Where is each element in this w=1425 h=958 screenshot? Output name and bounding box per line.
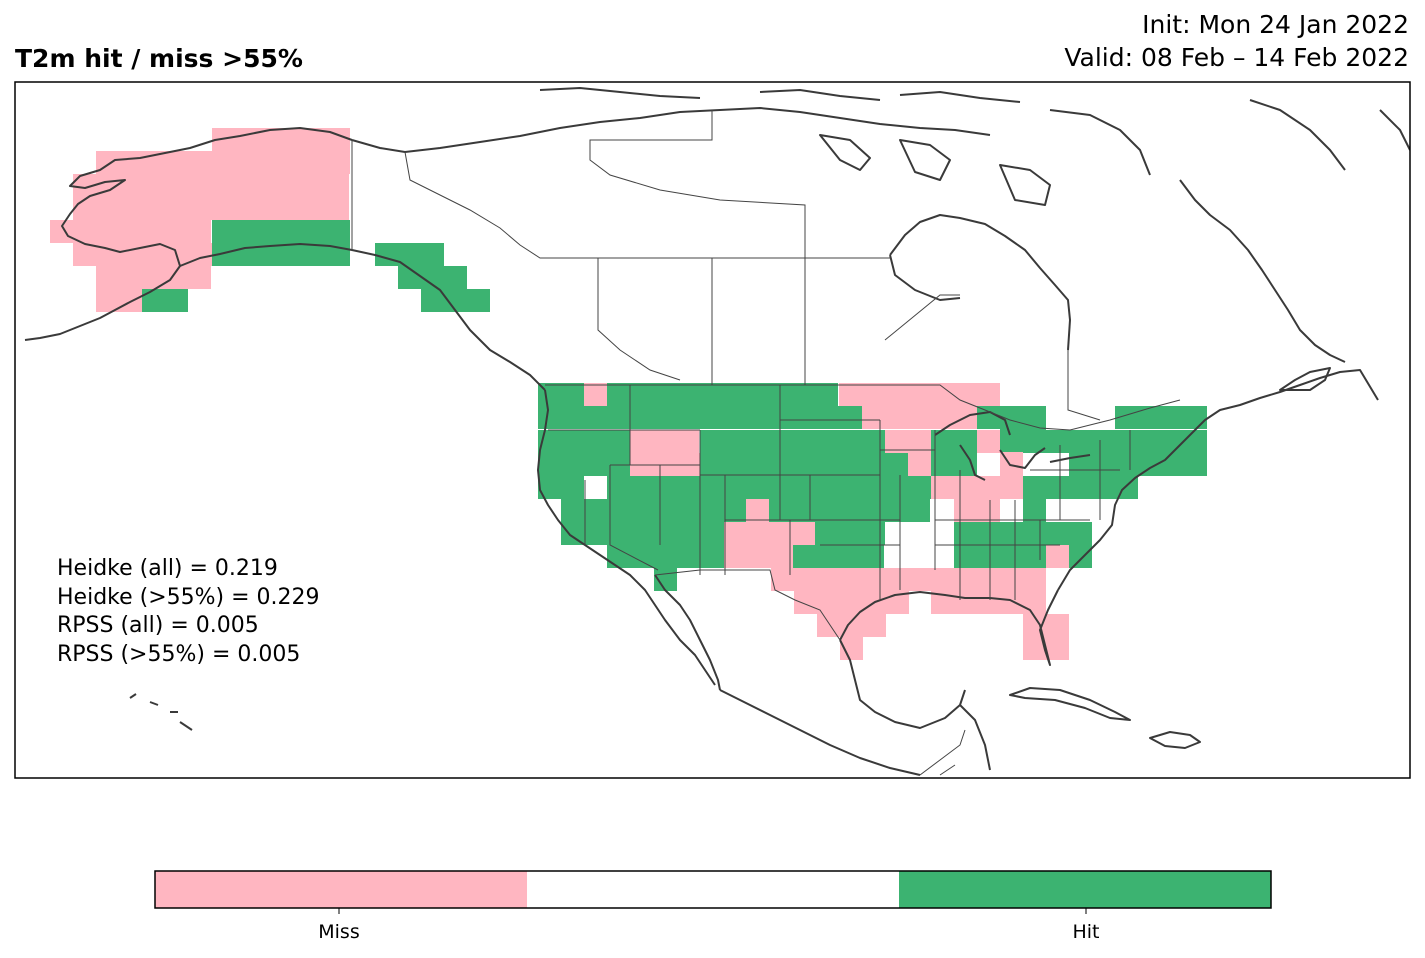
miss-cell-70 xyxy=(794,591,909,614)
hit-cell-21 xyxy=(538,476,584,499)
border-us-canada xyxy=(545,384,1181,431)
political-borders xyxy=(351,110,1181,776)
hit-cell-63 xyxy=(954,522,1092,545)
coastline-south-alaska xyxy=(179,243,546,391)
coastline-mexico-south xyxy=(719,689,921,776)
hit-cell-62 xyxy=(1069,476,1138,499)
coastline-gulf xyxy=(839,639,991,771)
hit-cell-31 xyxy=(700,383,838,406)
colorbar-frame xyxy=(154,870,1272,909)
coastline-cuba xyxy=(1009,687,1131,721)
hit-cell-66 xyxy=(1115,406,1207,429)
hit-cell-27 xyxy=(654,545,723,568)
colorbar-tick-miss: Miss xyxy=(318,921,360,943)
coastline-pacific xyxy=(537,389,716,686)
colorbar-tick-hit: Hit xyxy=(1072,921,1100,943)
hit-cell-11 xyxy=(165,289,188,312)
hit-cell-57 xyxy=(1023,430,1046,453)
miss-cell-44 xyxy=(908,453,931,476)
miss-cell-77 xyxy=(1000,591,1046,614)
coastline-hawaii xyxy=(129,693,193,731)
colorbar-segment-neutral xyxy=(527,871,899,908)
coastline-great-lakes xyxy=(934,411,1091,481)
miss-cell-40 xyxy=(792,522,815,545)
hit-cell-58 xyxy=(1046,430,1138,453)
miss-cell-41 xyxy=(839,383,1000,406)
coastline-atlantic xyxy=(1057,369,1379,591)
hit-cell-36 xyxy=(792,545,884,568)
hit-cell-48 xyxy=(885,453,908,476)
map-frame xyxy=(14,81,1411,779)
coastline-baja xyxy=(654,574,721,691)
map-title: T2m hit / miss >55% xyxy=(15,44,303,73)
miss-cell-2 xyxy=(73,174,349,220)
border-us-states xyxy=(548,385,1131,600)
border-us-mexico xyxy=(654,569,841,641)
hit-cell-64 xyxy=(954,545,1046,568)
miss-cell-75 xyxy=(908,568,1046,591)
hit-cell-68 xyxy=(1161,453,1207,476)
miss-cell-5 xyxy=(96,266,211,289)
colorbar-segment-miss xyxy=(155,871,527,908)
coastline-newfoundland xyxy=(1279,367,1331,391)
coastlines xyxy=(24,87,1410,776)
miss-cell-28 xyxy=(584,383,607,406)
stat-rpss-55: RPSS (>55%) = 0.005 xyxy=(57,641,301,667)
hit-cell-23 xyxy=(561,499,745,522)
hit-cell-61 xyxy=(1046,476,1069,499)
coastline-arctic xyxy=(351,107,991,153)
hit-cell-26 xyxy=(654,568,677,591)
hit-cell-14 xyxy=(421,289,490,312)
colorbar xyxy=(154,870,1272,914)
hit-cell-60 xyxy=(1023,476,1046,522)
miss-cell-3 xyxy=(50,220,211,243)
stat-rpss-all: RPSS (all) = 0.005 xyxy=(57,613,259,638)
hit-cell-10 xyxy=(142,289,165,312)
hit-cell-47 xyxy=(931,453,977,476)
border-canada-provinces xyxy=(404,110,1101,421)
miss-cell-74 xyxy=(1046,545,1069,568)
border-mexico-central xyxy=(919,729,966,776)
init-date: Init: Mon 24 Jan 2022 xyxy=(1142,10,1409,39)
valid-period: Valid: 08 Feb – 14 Feb 2022 xyxy=(1064,43,1409,72)
miss-cell-71 xyxy=(817,614,886,637)
hit-cell-65 xyxy=(1069,545,1092,568)
colorbar-segment-hit xyxy=(899,871,1271,908)
miss-cell-37 xyxy=(746,499,769,522)
coastline-arctic-islands xyxy=(539,87,1410,206)
hit-cell-16 xyxy=(561,383,584,406)
miss-cell-38 xyxy=(724,522,793,545)
hit-cell-67 xyxy=(1138,430,1207,453)
hit-cell-45 xyxy=(931,430,977,453)
miss-cell-43 xyxy=(885,430,931,453)
miss-cell-72 xyxy=(840,637,863,660)
miss-cell-42 xyxy=(862,406,1000,429)
verification-cells xyxy=(50,128,1207,660)
miss-cell-69 xyxy=(771,568,909,591)
miss-cell-1 xyxy=(96,151,349,174)
coastline-hudson-bay xyxy=(889,214,1071,351)
coastline-labrador xyxy=(1179,179,1346,363)
coastline-alaska xyxy=(24,127,353,341)
skill-scores: Heidke (all) = 0.219 Heidke (>55%) = 0.2… xyxy=(57,555,320,669)
stat-heidke-55: Heidke (>55%) = 0.229 xyxy=(57,584,320,610)
coastline-hispaniola xyxy=(1149,731,1201,749)
miss-cell-39 xyxy=(724,545,793,568)
hit-cell-12 xyxy=(375,243,444,266)
coastline-us-gulf xyxy=(839,589,1059,666)
stat-heidke-all: Heidke (all) = 0.219 xyxy=(57,556,278,581)
hit-cell-34 xyxy=(700,476,930,522)
miss-cell-55 xyxy=(977,476,1000,522)
